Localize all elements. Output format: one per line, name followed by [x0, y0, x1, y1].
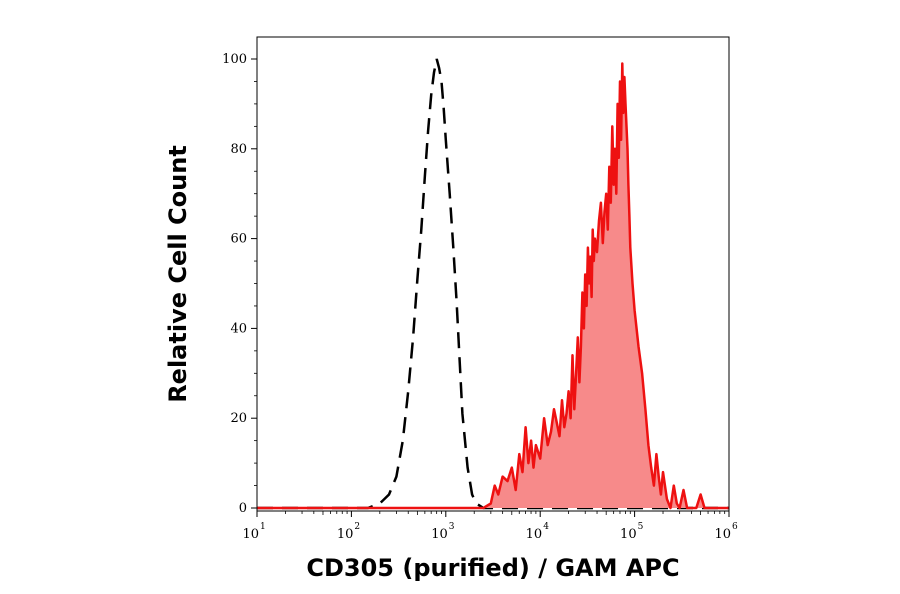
y-tick-label: 80: [230, 142, 247, 157]
series-1-line: [257, 62, 729, 510]
x-tick-exponent: 2: [354, 522, 360, 532]
x-tick-exponent: 4: [543, 522, 549, 532]
x-tick-label: 10: [337, 527, 354, 542]
series-0-line: [257, 58, 729, 510]
series-1-fill: [257, 63, 729, 508]
y-axis-title: Relative Cell Count: [164, 145, 192, 403]
y-tick-label: 40: [230, 321, 247, 336]
x-tick-label: 10: [242, 527, 259, 542]
x-tick-label: 10: [714, 527, 731, 542]
plot-frame: [256, 36, 730, 512]
x-tick-exponent: 6: [732, 522, 738, 532]
y-tick-label: 0: [239, 501, 247, 516]
x-tick-label: 10: [431, 527, 448, 542]
x-tick-exponent: 1: [260, 522, 266, 532]
y-tick-label: 60: [230, 232, 247, 247]
x-axis-title: CD305 (purified) / GAM APC: [306, 554, 679, 582]
x-axis: 10 1 10 2 10 3 10 4 10 5 10 6: [242, 511, 738, 542]
x-tick-exponent: 5: [638, 522, 644, 532]
x-tick-label: 10: [526, 527, 543, 542]
y-tick-label: 100: [222, 52, 247, 67]
x-tick-exponent: 3: [449, 522, 455, 532]
y-tick-label: 20: [230, 411, 247, 426]
x-tick-label: 10: [620, 527, 637, 542]
y-axis: 0 20 40 60 80 100: [222, 52, 257, 516]
plot-area: [257, 58, 729, 510]
